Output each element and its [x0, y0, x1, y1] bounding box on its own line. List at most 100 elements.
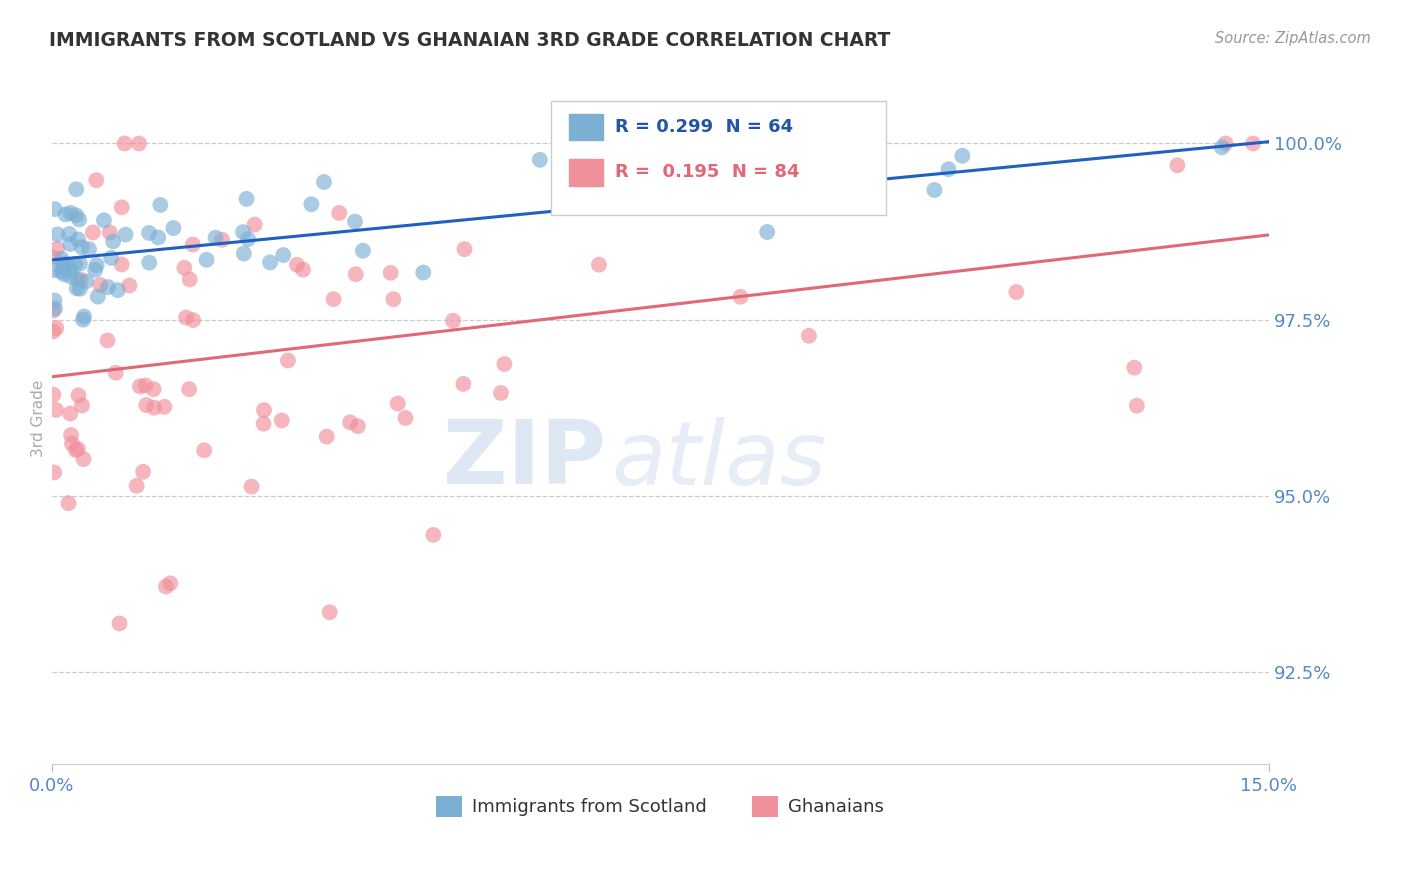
Point — [232, 246, 254, 260]
Y-axis label: 3rd Grade: 3rd Grade — [31, 380, 46, 457]
Point — [101, 235, 124, 249]
Point — [938, 162, 960, 177]
Point — [149, 198, 172, 212]
Point — [44, 293, 66, 308]
Point — [292, 262, 315, 277]
Point — [412, 266, 434, 280]
Point — [97, 280, 120, 294]
Point — [236, 232, 259, 246]
FancyBboxPatch shape — [551, 101, 886, 215]
Point — [235, 192, 257, 206]
Point — [114, 136, 136, 151]
Point — [69, 257, 91, 271]
Legend: Immigrants from Scotland, Ghanaians: Immigrants from Scotland, Ghanaians — [429, 789, 891, 824]
Point — [135, 398, 157, 412]
Point — [312, 175, 335, 189]
Point — [56, 257, 79, 271]
Point — [45, 403, 67, 417]
Point — [1123, 360, 1146, 375]
Point — [104, 366, 127, 380]
Point — [322, 292, 344, 306]
Point — [1005, 285, 1028, 299]
Point — [181, 237, 204, 252]
Point — [382, 292, 405, 306]
Point — [42, 251, 65, 265]
Point — [162, 221, 184, 235]
Point — [344, 267, 367, 281]
Point — [60, 428, 83, 442]
Point — [42, 303, 65, 318]
Point — [252, 417, 274, 431]
Point — [82, 226, 104, 240]
Point — [489, 386, 512, 401]
Point — [422, 528, 444, 542]
Point — [125, 479, 148, 493]
Point — [730, 290, 752, 304]
Point — [44, 202, 66, 216]
Point — [243, 218, 266, 232]
Text: ZIP: ZIP — [443, 417, 606, 503]
Point — [114, 227, 136, 242]
Point — [1166, 158, 1188, 172]
Point — [352, 244, 374, 258]
Point — [67, 232, 90, 246]
Point — [108, 616, 131, 631]
Point — [142, 382, 165, 396]
Point — [65, 443, 87, 458]
Point — [277, 353, 299, 368]
Point — [107, 283, 129, 297]
Point — [529, 153, 551, 167]
Text: R =  0.195  N = 84: R = 0.195 N = 84 — [616, 163, 800, 181]
Point — [318, 605, 340, 619]
Point — [70, 273, 93, 287]
Point — [73, 310, 96, 324]
Point — [394, 411, 416, 425]
Point — [453, 376, 475, 391]
Point — [681, 145, 703, 160]
Point — [148, 230, 170, 244]
Point — [494, 357, 516, 371]
Point — [66, 272, 89, 286]
Point — [138, 226, 160, 240]
Point — [65, 182, 87, 196]
Point — [49, 265, 72, 279]
Point — [51, 261, 73, 276]
Point — [347, 419, 370, 434]
Point — [77, 242, 100, 256]
Point — [380, 266, 402, 280]
Point — [84, 173, 107, 187]
Point — [193, 443, 215, 458]
Point — [46, 242, 69, 256]
Point — [1215, 136, 1237, 151]
Point — [118, 278, 141, 293]
Point — [134, 378, 156, 392]
Point — [59, 206, 82, 220]
Point — [87, 290, 110, 304]
Point — [285, 258, 308, 272]
Point — [59, 407, 82, 421]
Point — [232, 225, 254, 239]
Point — [328, 206, 350, 220]
Point — [181, 313, 204, 327]
Point — [72, 452, 94, 467]
Point — [253, 403, 276, 417]
Point — [100, 251, 122, 265]
Bar — [569, 160, 603, 186]
Point — [831, 136, 853, 151]
Point — [59, 237, 82, 252]
Point — [174, 310, 197, 325]
Point — [111, 257, 134, 271]
Point — [70, 399, 93, 413]
Point — [173, 260, 195, 275]
Point — [60, 264, 83, 278]
Point — [44, 466, 66, 480]
Point — [299, 197, 322, 211]
Point — [132, 465, 155, 479]
Point — [66, 442, 89, 456]
Point — [93, 213, 115, 227]
Point — [67, 212, 90, 227]
Text: atlas: atlas — [612, 417, 827, 503]
Point — [453, 242, 475, 256]
Point — [46, 227, 69, 242]
Point — [924, 183, 946, 197]
